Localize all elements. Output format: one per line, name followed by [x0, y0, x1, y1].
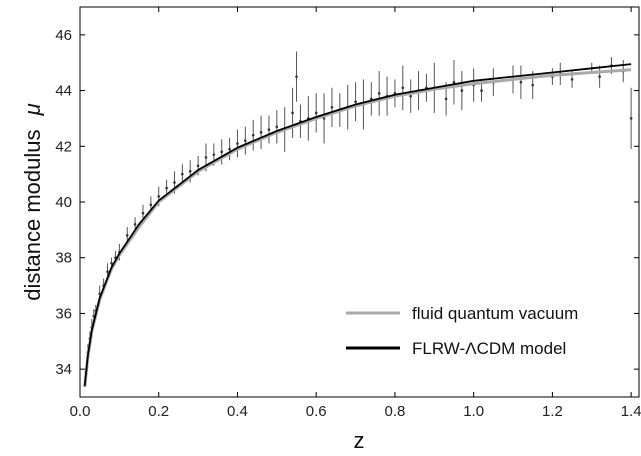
- y-axis-title: distance modulus μ: [20, 103, 45, 300]
- data-point: [354, 100, 357, 104]
- data-point: [173, 181, 176, 184]
- data-point: [228, 147, 231, 151]
- y-tick-label: 36: [55, 305, 72, 322]
- y-tick-label: 38: [55, 250, 72, 267]
- data-point: [244, 139, 247, 143]
- x-tick-label: 0.0: [70, 403, 91, 420]
- y-tick-label: 34: [55, 361, 72, 378]
- data-point: [220, 150, 224, 154]
- data-point: [291, 111, 294, 115]
- data-point: [322, 117, 326, 120]
- x-tick-label: 0.6: [306, 403, 327, 420]
- data-point: [377, 92, 381, 95]
- data-point: [259, 131, 263, 134]
- legend: fluid quantum vacuum FLRW-ΛCDM model: [346, 304, 578, 358]
- y-tick-label: 44: [55, 83, 72, 100]
- data-point: [409, 94, 412, 98]
- data-point: [480, 89, 483, 92]
- x-tick-label: 1.0: [463, 403, 484, 420]
- data-point: [196, 164, 200, 168]
- x-tick-label: 0.2: [148, 403, 169, 420]
- data-point: [212, 153, 216, 156]
- data-point: [314, 111, 318, 115]
- data-point: [519, 80, 523, 84]
- x-tick-label: 1.2: [542, 403, 563, 420]
- data-point: [204, 156, 208, 159]
- data-point: [629, 117, 633, 120]
- data-point: [444, 97, 448, 101]
- x-tick-label: 1.4: [621, 403, 641, 420]
- data-point: [181, 172, 184, 176]
- error-bar-layer: [84, 51, 633, 379]
- data-point: [133, 222, 137, 226]
- y-tick-label: 46: [55, 27, 72, 44]
- legend-label-fluid-quantum-vacuum: fluid quantum vacuum: [412, 304, 578, 323]
- data-point: [267, 128, 271, 131]
- data-point: [106, 270, 109, 273]
- x-axis-title: z: [354, 428, 365, 453]
- y-tick-label: 42: [55, 138, 72, 155]
- y-tick-label: 40: [55, 194, 72, 211]
- y-axis-ticks: 34 36 38 40 42 44 46: [55, 27, 639, 378]
- data-point: [330, 105, 334, 109]
- data-point: [295, 75, 298, 78]
- data-point: [452, 80, 456, 84]
- y-axis-title-symbol: μ: [20, 103, 45, 116]
- x-axis-ticks: 0.0 0.2 0.4 0.6 0.8 1.0 1.2 1.4: [70, 7, 641, 420]
- data-point: [275, 125, 279, 129]
- data-point: [149, 203, 153, 207]
- data-point: [251, 133, 255, 137]
- data-point: [598, 75, 601, 78]
- data-point: [110, 261, 113, 265]
- legend-label-flrw-lcdm-model: FLRW-ΛCDM model: [412, 339, 566, 358]
- data-point: [157, 195, 161, 198]
- curve-flrw-lcdm-model: [83, 63, 632, 386]
- y-axis-title-text: distance modulus: [20, 129, 45, 300]
- data-point: [188, 170, 192, 173]
- data-point: [570, 78, 574, 81]
- curve-layer: [83, 63, 632, 388]
- data-point: [531, 83, 535, 87]
- x-tick-label: 0.8: [384, 403, 405, 420]
- data-point: [401, 86, 405, 90]
- x-tick-label: 0.4: [227, 403, 248, 420]
- data-point: [460, 89, 464, 92]
- data-point: [141, 211, 145, 215]
- data-point: [125, 234, 129, 237]
- data-point: [236, 142, 239, 145]
- data-point: [165, 186, 168, 190]
